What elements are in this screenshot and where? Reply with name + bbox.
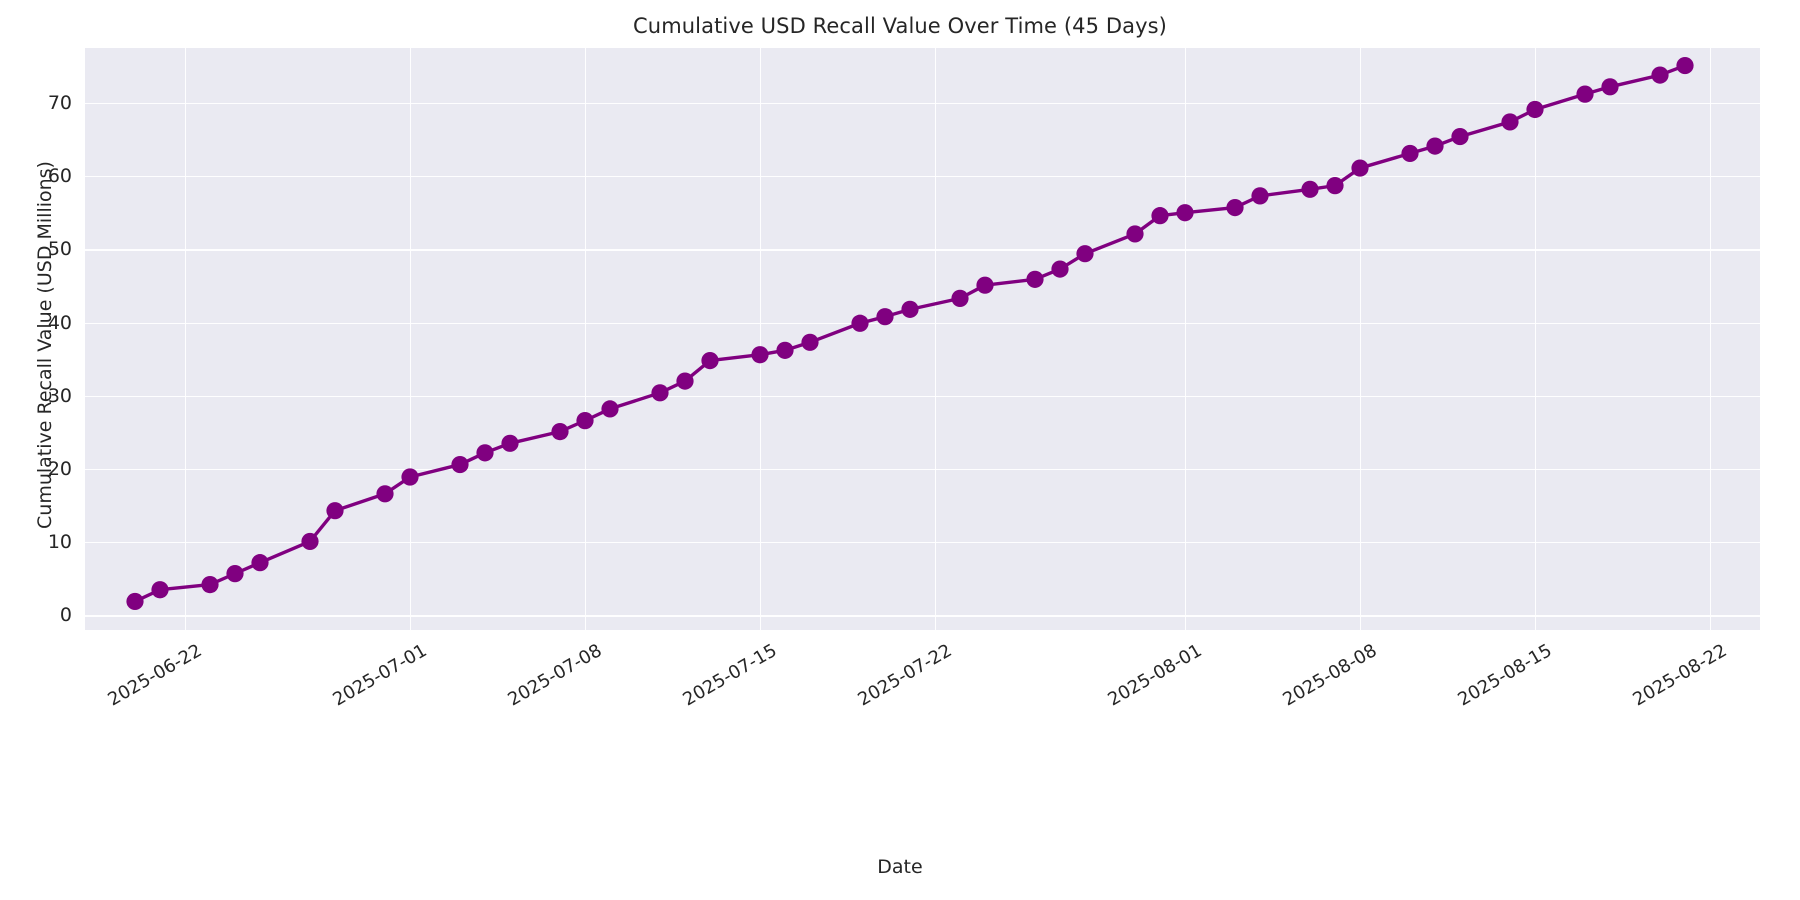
gridline-vertical (410, 48, 412, 630)
data-point-marker (1676, 56, 1694, 75)
series-line (133, 63, 1687, 604)
x-tick-label: 2025-07-01 (329, 640, 431, 711)
y-tick-label: 30 (47, 384, 72, 407)
data-point-marker (1426, 137, 1444, 155)
data-point-marker (1151, 207, 1169, 225)
y-tick-label: 20 (47, 457, 72, 480)
data-point-marker (1526, 100, 1544, 119)
data-point-marker (1576, 85, 1594, 103)
data-point-marker (401, 468, 419, 486)
gridline-vertical (1185, 48, 1187, 630)
y-axis-ticks: 0 10 20 30 40 50 60 70 (0, 48, 72, 630)
gridline-vertical (1710, 48, 1712, 630)
data-point-marker (1651, 66, 1669, 84)
gridline-horizontal (85, 468, 1760, 471)
data-point-marker (1301, 180, 1319, 198)
y-tick-label: 70 (47, 91, 72, 114)
data-point-marker (1351, 159, 1369, 177)
y-tick-label: 40 (47, 311, 72, 334)
gridline-vertical (585, 48, 587, 630)
data-point-marker (151, 581, 169, 599)
data-point-marker (451, 455, 469, 474)
data-point-marker (126, 592, 144, 611)
chart-title: Cumulative USD Recall Value Over Time (4… (633, 14, 1167, 38)
x-axis-title: Date (877, 856, 923, 878)
data-point-marker (801, 333, 819, 351)
data-point-marker (1401, 144, 1419, 163)
line-series-svg (126, 56, 1694, 611)
data-point-marker (251, 554, 269, 572)
data-point-marker (1126, 225, 1144, 243)
gridline-horizontal (85, 176, 1760, 178)
data-point-marker (1326, 177, 1344, 195)
data-point-marker (201, 576, 219, 594)
data-point-marker (1076, 245, 1094, 263)
data-point-marker (1501, 113, 1519, 131)
data-point-marker (1226, 198, 1244, 217)
data-point-marker (1251, 187, 1269, 205)
data-point-marker (226, 565, 244, 583)
gridline-horizontal (85, 615, 1760, 617)
y-tick-label: 0 (59, 604, 72, 627)
data-point-marker (701, 352, 719, 370)
data-point-marker (951, 289, 969, 307)
data-point-marker (1451, 127, 1469, 146)
data-point-marker (876, 308, 894, 326)
x-tick-label: 2025-08-08 (1279, 640, 1381, 711)
y-axis-title: Cumulative Recall Value (USD Millions) (34, 161, 56, 529)
data-point-marker (851, 314, 869, 332)
data-point-marker (676, 372, 694, 390)
data-point-marker (751, 346, 769, 364)
gridline-vertical (1360, 48, 1362, 630)
data-point-marker (1176, 204, 1194, 222)
x-axis-ticks: 2025-06-22 2025-07-01 2025-07-08 2025-07-15… (85, 640, 1760, 780)
plot-area (85, 48, 1760, 630)
y-tick-label: 60 (47, 165, 72, 188)
data-point-marker (976, 276, 994, 294)
data-point-marker (1051, 260, 1069, 278)
data-point-marker (326, 502, 344, 520)
data-point-marker (776, 341, 794, 359)
x-tick-label: 2025-08-01 (1104, 640, 1206, 711)
gridline-horizontal (85, 249, 1760, 251)
data-point-marker (601, 400, 619, 418)
data-point-marker (501, 434, 519, 452)
x-tick-label: 2025-08-22 (1629, 640, 1731, 711)
y-tick-label: 10 (47, 531, 72, 554)
x-tick-label: 2025-06-22 (104, 640, 206, 711)
gridline-vertical (760, 48, 762, 630)
y-tick-label: 50 (47, 238, 72, 261)
gridline-vertical (935, 48, 937, 630)
data-point-marker (651, 384, 669, 402)
gridline-vertical (185, 48, 187, 630)
data-point-marker (901, 300, 919, 318)
data-point-marker (376, 485, 394, 503)
gridline-horizontal (85, 322, 1760, 324)
x-tick-label: 2025-08-15 (1454, 640, 1556, 711)
data-point-marker (576, 412, 594, 430)
data-point-marker (551, 423, 569, 441)
data-point-marker (476, 444, 494, 462)
x-tick-label: 2025-07-22 (854, 640, 956, 711)
gridline-horizontal (85, 102, 1760, 105)
data-point-marker (301, 532, 319, 551)
x-tick-label: 2025-07-15 (679, 640, 781, 711)
data-point-marker (1601, 78, 1619, 96)
x-tick-label: 2025-07-08 (504, 640, 606, 711)
gridline-vertical (1535, 48, 1537, 630)
gridline-horizontal (85, 542, 1760, 544)
series-markers (126, 56, 1694, 611)
data-point-marker (1026, 270, 1044, 288)
gridline-horizontal (85, 395, 1760, 398)
